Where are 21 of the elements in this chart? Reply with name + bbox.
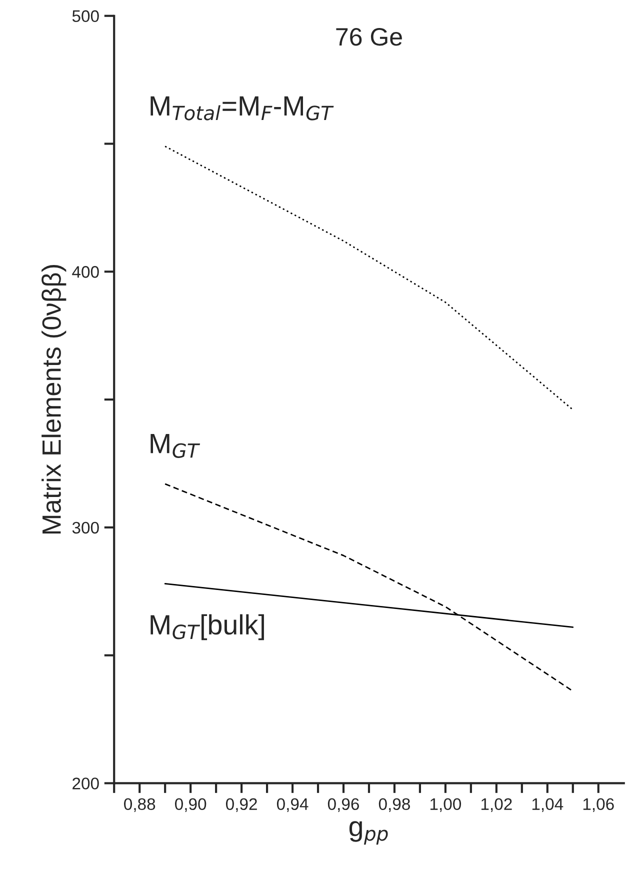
x-tick-label: 0,90 <box>175 798 206 812</box>
y-tick-label: 300 <box>72 522 99 534</box>
y-tick-label: 200 <box>72 778 99 790</box>
x-tick-label: 0,94 <box>276 798 308 812</box>
series-label: M$_{GT}$ <box>150 434 200 458</box>
x-tick-label: 0,88 <box>124 798 156 812</box>
x-tick-label: 0,92 <box>226 798 257 812</box>
x-tick-label: 1,04 <box>532 798 564 812</box>
x-tick-label: 0,96 <box>328 798 359 812</box>
y-axis-title: Matrix Elements (0νββ) <box>42 265 66 534</box>
x-axis-title: g$_{pp}$ <box>349 821 388 845</box>
chart-title: 76 Ge <box>336 28 402 46</box>
series-label: M$_{Total}$=M$_{F}$-M$_{GT}$ <box>150 96 334 120</box>
x-tick-label: 1,02 <box>481 798 512 812</box>
series-label: M$_{GT}$[bulk] <box>150 614 264 640</box>
y-tick-label: 500 <box>72 10 99 22</box>
x-tick-label: 0,98 <box>378 798 410 812</box>
x-tick-label: 1,06 <box>583 798 614 812</box>
line-series <box>164 146 574 410</box>
y-tick-label: 400 <box>72 266 99 278</box>
x-tick-label: 1,00 <box>430 798 462 812</box>
